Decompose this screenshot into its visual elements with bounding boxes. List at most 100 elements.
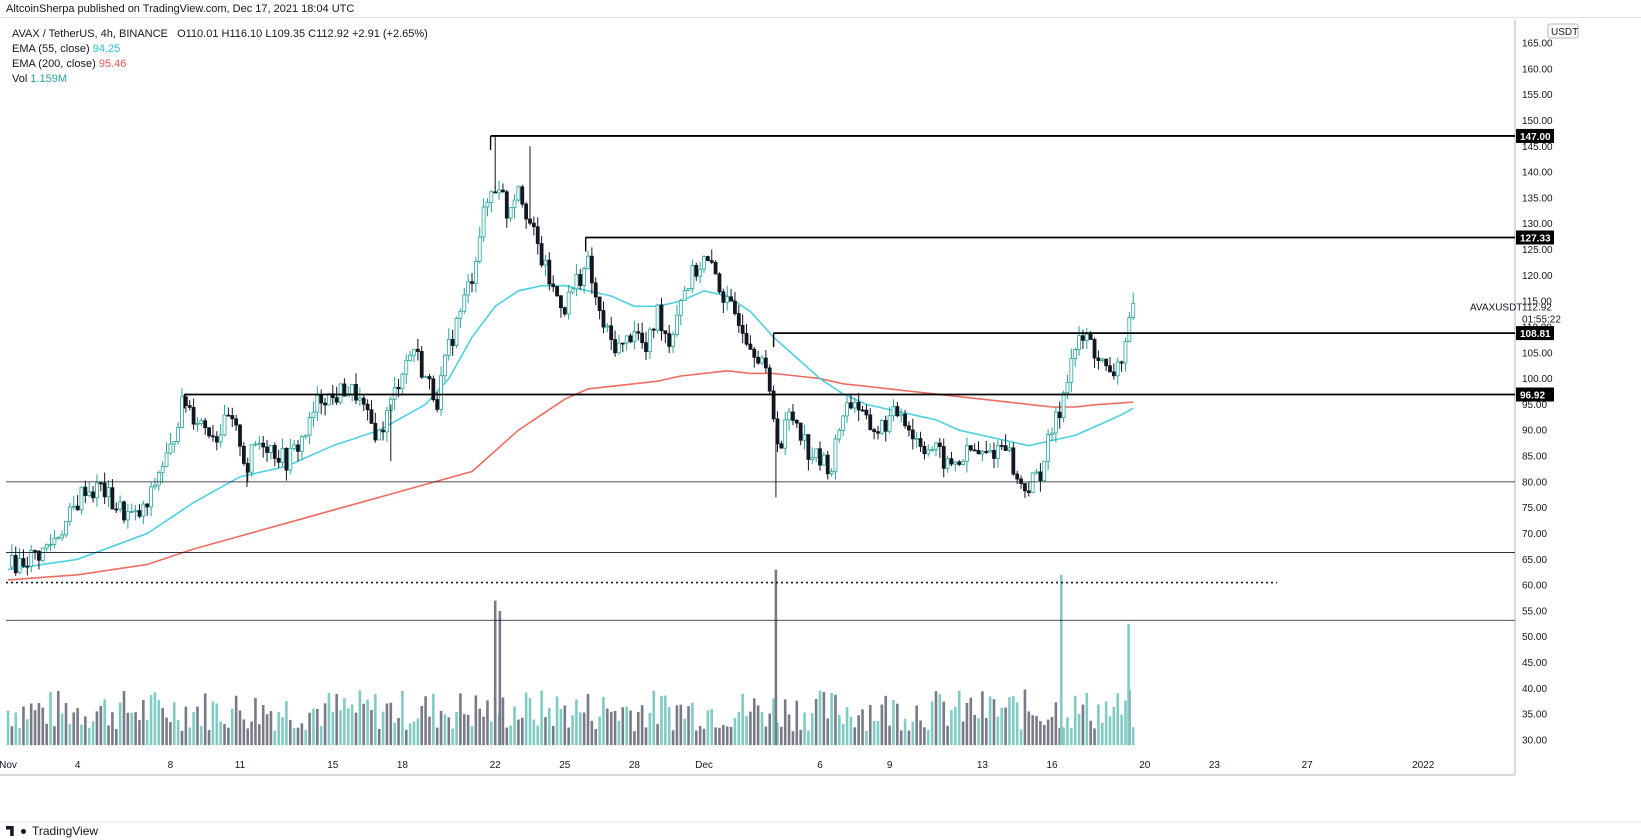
price-tick-label: 40.00: [1522, 684, 1547, 695]
legend-ema55-row[interactable]: EMA (55, close) 94.25: [12, 42, 428, 57]
volume-bar: [223, 724, 226, 746]
volume-bar: [961, 721, 965, 746]
candle-body: [524, 203, 529, 220]
candle-body: [593, 282, 598, 298]
legend-vol-row[interactable]: Vol 1.159M: [12, 72, 428, 87]
candle-body: [748, 343, 753, 350]
candle-body: [520, 186, 525, 205]
candle-body: [102, 482, 107, 498]
candle-body: [852, 401, 857, 409]
volume-bar: [261, 704, 265, 746]
price-tick-label: 160.00: [1522, 64, 1553, 75]
volume-bar: [710, 708, 714, 746]
volume-bar: [354, 712, 358, 746]
tradingview-branding[interactable]: TradingView: [6, 824, 98, 838]
volume-bar: [664, 695, 667, 746]
candle-body: [624, 335, 629, 344]
candle-body: [1073, 349, 1078, 359]
volume-bar: [1093, 728, 1096, 746]
volume-bar: [969, 697, 973, 746]
candle-body: [230, 415, 235, 420]
candle-body: [222, 414, 227, 436]
candle-body: [821, 454, 826, 466]
candle-body: [617, 342, 621, 354]
candle-body: [385, 410, 389, 433]
legend-ema200-row[interactable]: EMA (200, close) 95.46: [12, 57, 428, 72]
candle-body: [191, 406, 196, 425]
candle-body: [423, 376, 428, 378]
volume-bar: [470, 725, 474, 746]
volume-bar: [524, 692, 528, 746]
volume-bar: [118, 702, 122, 746]
candle-body: [261, 442, 266, 448]
candle-body: [1108, 365, 1112, 373]
volume-bar: [760, 711, 764, 746]
candle-body: [756, 356, 761, 364]
candle-body: [783, 419, 788, 449]
price-tick-label: 55.00: [1522, 606, 1547, 617]
volume-bar: [540, 690, 543, 746]
candle-body: [864, 409, 869, 416]
candle-body: [431, 378, 436, 400]
volume-bar: [548, 707, 551, 746]
candle-body: [1081, 335, 1085, 341]
volume-bar: [501, 697, 505, 746]
volume-bar: [807, 730, 810, 746]
candle-body: [95, 482, 99, 499]
volume-bar: [528, 697, 532, 746]
candle-body: [721, 291, 726, 303]
candle-body: [647, 328, 652, 353]
candle-body: [145, 503, 150, 508]
candle-body: [299, 436, 304, 452]
volume-bar: [316, 708, 319, 746]
candle-body: [458, 310, 463, 319]
candle-body: [586, 255, 590, 269]
volume-bar: [1000, 707, 1004, 746]
volume-bar: [188, 727, 192, 746]
volume-bar: [420, 705, 424, 746]
volume-bar: [211, 701, 215, 746]
volume-bar: [149, 695, 153, 746]
volume-bar: [706, 710, 710, 746]
level-price-label: 147.00: [1520, 132, 1551, 143]
candle-body: [733, 300, 737, 314]
volume-bar: [625, 706, 628, 746]
volume-bar: [1015, 702, 1019, 746]
volume-bar: [99, 705, 103, 746]
volume-bar: [903, 718, 907, 746]
volume-bar: [764, 726, 768, 746]
volume-bar: [888, 725, 891, 746]
time-tick-label: 2022: [1412, 760, 1435, 771]
price-axis: 30.00 35.00 40.00 45.00 50.00 55.00 60.00 65.00…: [1470, 23, 1579, 747]
volume-bar: [439, 710, 443, 746]
time-tick-label: 9: [887, 760, 893, 771]
candle-body: [1119, 361, 1124, 364]
candle-body: [620, 342, 625, 345]
volume-bar: [729, 726, 733, 746]
candle-body: [810, 457, 815, 460]
volume-bar: [10, 726, 14, 746]
volume-bar: [814, 698, 818, 746]
time-tick-label: 6: [817, 760, 823, 771]
volume-bar: [269, 711, 273, 746]
volume-bar: [613, 710, 617, 746]
candle-body: [663, 330, 668, 335]
level-price-box: 108.81: [1516, 326, 1554, 341]
candle-body: [535, 226, 540, 244]
volume-bar: [1027, 711, 1031, 746]
time-axis: Nov 4 8 11 15 18 22 25 28 Dec 6 9 13 16 20 23 27 2022: [0, 760, 1435, 771]
price-tick-label: 80.00: [1522, 477, 1547, 488]
candle-body: [91, 491, 95, 499]
candle-body: [288, 447, 293, 471]
volume-bar: [787, 714, 791, 746]
candle-body: [365, 403, 370, 411]
candle-body: [29, 550, 34, 567]
volume-bar: [1108, 716, 1112, 746]
price-tick-label: 50.00: [1522, 632, 1547, 643]
candle-body: [87, 491, 92, 496]
legend-symbol[interactable]: AVAX / TetherUS, 4h, BINANCE: [12, 28, 168, 40]
candle-body: [837, 429, 842, 440]
price-candles: [9, 135, 1136, 576]
volume-bar: [130, 712, 134, 746]
